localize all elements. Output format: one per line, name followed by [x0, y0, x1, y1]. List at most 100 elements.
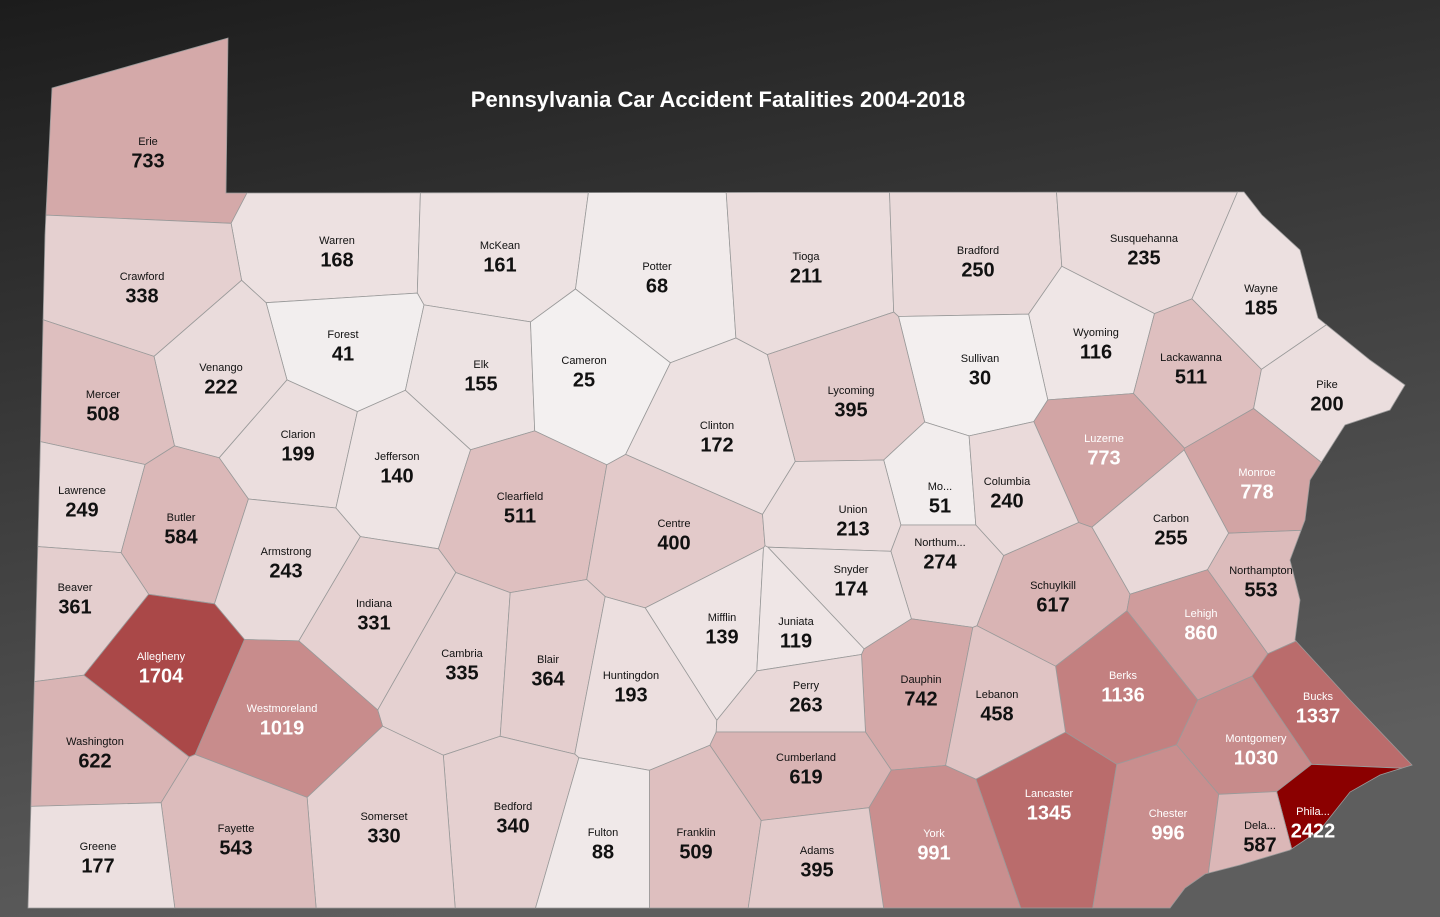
county-value: 172 — [700, 434, 733, 456]
county-name: Chester — [1149, 808, 1188, 820]
county-value: 860 — [1184, 622, 1217, 644]
county-value: 338 — [125, 285, 158, 307]
county-name: Lebanon — [976, 689, 1019, 701]
county-value: 199 — [281, 443, 314, 465]
county-value: 1345 — [1027, 802, 1072, 824]
county-name: Lycoming — [828, 385, 875, 397]
county-value: 778 — [1240, 481, 1273, 503]
county-value: 1136 — [1101, 684, 1144, 706]
county-name: Armstrong — [261, 546, 312, 558]
county-name: Bedford — [494, 801, 533, 813]
county — [1253, 324, 1406, 463]
county-value: 174 — [834, 578, 868, 600]
county-name: Clearfield — [497, 491, 543, 503]
county-value: 68 — [646, 275, 668, 297]
county-value: 742 — [904, 688, 937, 710]
county-name: Sullivan — [961, 353, 1000, 365]
county-value: 587 — [1243, 834, 1276, 856]
county-name: Venango — [199, 362, 242, 374]
county-value: 458 — [980, 703, 1013, 725]
county-value: 222 — [204, 376, 237, 398]
county — [230, 192, 421, 304]
county-value: 263 — [789, 694, 822, 716]
county-value: 243 — [269, 560, 302, 582]
county-name: Bucks — [1303, 691, 1333, 703]
county-name: Luzerne — [1084, 433, 1124, 445]
county-value: 996 — [1151, 822, 1184, 844]
county-name: Centre — [657, 518, 690, 530]
county-name: Columbia — [984, 476, 1031, 488]
county-value: 511 — [504, 505, 536, 527]
county-value: 335 — [445, 662, 478, 684]
county — [1207, 791, 1293, 874]
county-name: Berks — [1109, 670, 1138, 682]
county-value: 733 — [131, 150, 164, 172]
county-name: Allegheny — [137, 651, 186, 663]
county-value: 235 — [1127, 247, 1160, 269]
county-value: 177 — [81, 855, 114, 877]
county-name: Dela... — [1244, 820, 1276, 832]
county-value: 116 — [1080, 341, 1112, 363]
labels: Erie 733 Warren 168 McKean 161 Potter 68 Tioga 21… — [58, 136, 1344, 881]
county-value: 364 — [531, 668, 565, 690]
county-value: 41 — [332, 343, 354, 365]
county-name: Mifflin — [708, 612, 737, 624]
county-value: 139 — [705, 626, 738, 648]
county-name: Westmoreland — [247, 703, 318, 715]
county-value: 161 — [483, 254, 516, 276]
county — [1276, 763, 1402, 850]
county-value: 1030 — [1234, 747, 1279, 769]
county-name: Tioga — [792, 251, 820, 263]
county-name: Blair — [537, 654, 559, 666]
county-value: 88 — [592, 841, 614, 863]
county-name: Lancaster — [1025, 788, 1074, 800]
county-value: 25 — [573, 369, 595, 391]
county-value: 2422 — [1291, 820, 1336, 842]
county-name: Indiana — [356, 598, 393, 610]
county-name: Fayette — [218, 823, 255, 835]
county-value: 51 — [929, 495, 951, 517]
county-name: Clinton — [700, 420, 734, 432]
county-name: Schuylkill — [1030, 580, 1076, 592]
county-name: Clarion — [281, 429, 316, 441]
county — [747, 807, 885, 909]
county-value: 1019 — [260, 717, 305, 739]
county-value: 773 — [1087, 447, 1120, 469]
county-value: 511 — [1175, 366, 1207, 388]
county-value: 331 — [357, 612, 390, 634]
county-name: Potter — [642, 261, 672, 273]
county-value: 395 — [834, 399, 867, 421]
county-value: 584 — [164, 526, 198, 548]
county-value: 617 — [1036, 594, 1069, 616]
county-name: Wyoming — [1073, 327, 1119, 339]
county-name: Erie — [138, 136, 158, 148]
county-name: Montgomery — [1225, 733, 1287, 745]
county-name: Juniata — [778, 616, 814, 628]
county-value: 193 — [614, 684, 647, 706]
county-value: 991 — [917, 842, 950, 864]
county-value: 340 — [496, 815, 529, 837]
county-name: Monroe — [1238, 467, 1275, 479]
county-value: 543 — [219, 837, 252, 859]
county-name: Adams — [800, 845, 835, 857]
county-name: Huntingdon — [603, 670, 659, 682]
county-value: 185 — [1244, 297, 1277, 319]
county-value: 553 — [1244, 579, 1277, 601]
county-value: 1337 — [1296, 705, 1341, 727]
map-title: Pennsylvania Car Accident Fatalities 200… — [471, 87, 965, 112]
county-name: Elk — [473, 359, 489, 371]
county-name: Warren — [319, 235, 355, 247]
county-name: Beaver — [58, 582, 93, 594]
county-name: Forest — [327, 329, 358, 341]
county-value: 168 — [320, 249, 353, 271]
county-name: Lawrence — [58, 485, 106, 497]
county-name: Cameron — [561, 355, 606, 367]
county-value: 274 — [923, 551, 957, 573]
county-value: 508 — [86, 403, 119, 425]
county-value: 361 — [58, 596, 91, 618]
county-value: 250 — [961, 259, 994, 281]
county-value: 119 — [780, 630, 812, 652]
county-value: 211 — [790, 265, 822, 287]
county-name: Fulton — [588, 827, 619, 839]
